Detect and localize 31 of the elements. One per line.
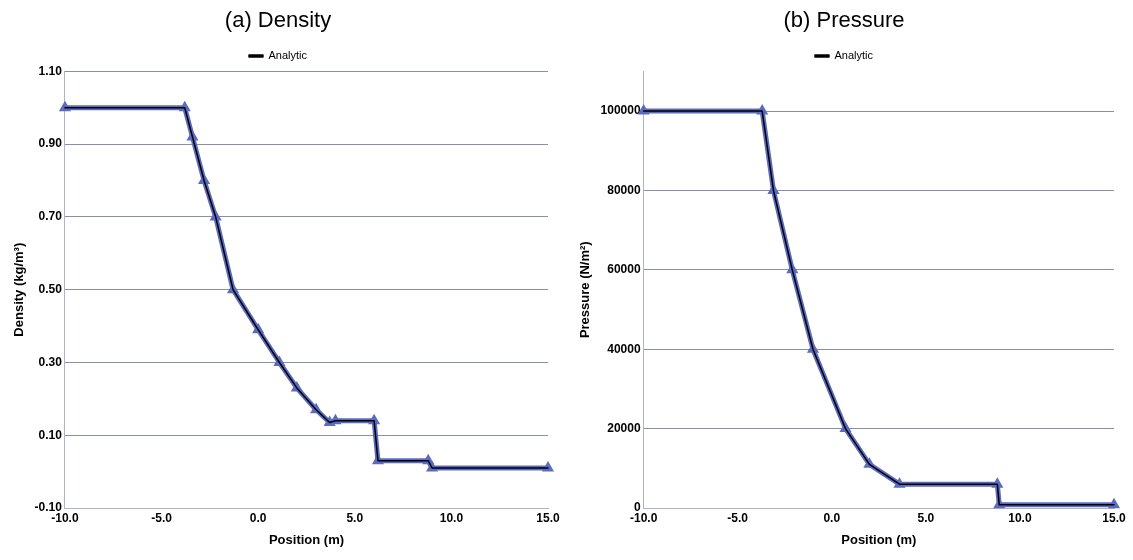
x-tick-label: -10.0 xyxy=(51,510,79,525)
chart-title: (a) Density xyxy=(224,7,332,33)
chart-title: (b) Pressure xyxy=(783,7,905,33)
x-axis-title: Position (m) xyxy=(268,531,345,547)
y-tick-label: 100000 xyxy=(600,103,641,118)
x-tick-label: -5.0 xyxy=(151,510,173,525)
x-tick-label: 15.0 xyxy=(536,510,560,525)
y-tick-label: 0.10 xyxy=(38,427,63,442)
x-tick-label: 5.0 xyxy=(917,510,935,525)
y-tick-label: 0.90 xyxy=(38,136,63,151)
x-tick-label: 0.0 xyxy=(823,510,841,525)
y-axis-title: Density (kg/m³) xyxy=(11,242,27,337)
y-tick-label: 0.30 xyxy=(38,354,63,369)
y-tick-label: 80000 xyxy=(607,182,641,197)
x-tick-label: -5.0 xyxy=(727,510,749,525)
y-tick-label: 0.70 xyxy=(38,209,63,224)
y-tick-label: 40000 xyxy=(607,341,641,356)
x-tick-label: -10.0 xyxy=(629,510,658,525)
x-tick-label: 0.0 xyxy=(249,510,267,525)
y-tick-label: 1.10 xyxy=(38,63,63,78)
x-tick-label: 5.0 xyxy=(346,510,364,525)
y-tick-label: 0.50 xyxy=(38,282,63,297)
x-tick-label: 10.0 xyxy=(1008,510,1032,525)
x-tick-label: 10.0 xyxy=(439,510,464,525)
y-tick-label: 20000 xyxy=(607,420,641,435)
x-axis-title: Position (m) xyxy=(841,531,917,547)
y-tick-label: 60000 xyxy=(607,262,641,277)
x-tick-label: 15.0 xyxy=(1102,510,1126,525)
legend-label: Analytic xyxy=(268,48,308,61)
y-axis-title: Pressure (N/m²) xyxy=(577,241,593,339)
legend-label: Analytic xyxy=(834,48,874,61)
